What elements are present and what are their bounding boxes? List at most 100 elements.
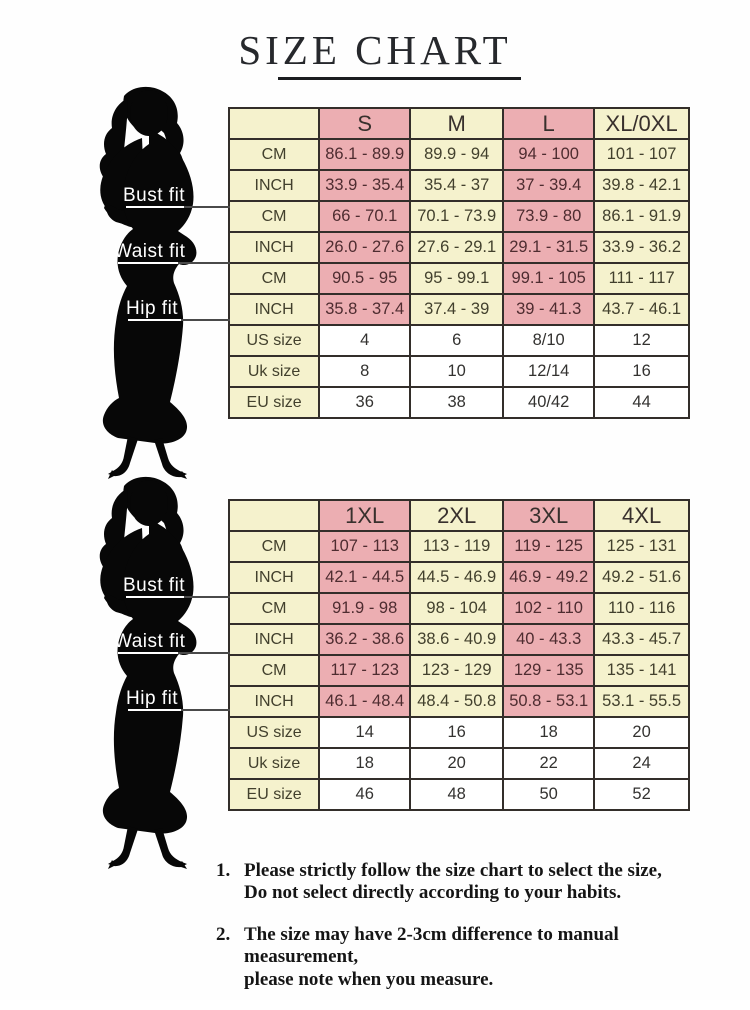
size-value-cell: 46.9 - 49.2 (502, 561, 596, 594)
size-value-cell: 111 - 117 (593, 262, 690, 295)
table-row: CM 66 - 70.1 70.1 - 73.9 73.9 - 80 86.1 - 91… (227, 200, 690, 233)
fit-label: Waist fit (114, 631, 186, 652)
size-value-cell: 46.1 - 48.4 (318, 685, 412, 718)
row-label-cell: CM (227, 654, 321, 687)
size-value-cell: 43.7 - 46.1 (593, 293, 690, 326)
note-line: please note when you measure. (244, 968, 494, 990)
size-value-cell: 49.2 - 51.6 (593, 561, 690, 594)
fit-connector-line (181, 709, 230, 711)
size-value-cell: 66 - 70.1 (318, 200, 412, 233)
fit-connector-line (181, 319, 230, 321)
size-value-cell: 102 - 110 (502, 592, 596, 625)
size-value-cell: 18 (318, 747, 412, 780)
size-value-cell: 12/14 (502, 355, 596, 388)
size-value-cell: 46 (318, 778, 412, 811)
fit-label-underline (118, 652, 178, 654)
size-header-row: S M L XL/0XL (227, 107, 690, 140)
page-title: SIZE CHART (238, 27, 512, 73)
size-value-cell: 95 - 99.1 (409, 262, 505, 295)
fit-connector-line (178, 262, 230, 264)
size-value-cell: 125 - 131 (593, 530, 690, 563)
size-value-cell: 42.1 - 44.5 (318, 561, 412, 594)
size-value-cell: 16 (409, 716, 505, 749)
table-row: INCH 26.0 - 27.6 27.6 - 29.1 29.1 - 31.5 33.… (227, 231, 690, 264)
size-value-cell: 33.9 - 36.2 (593, 231, 690, 264)
size-table-standard: S M L XL/0XL CM 86.1 - 89.9 89.9 - 94 94 - 100 1… (227, 107, 690, 419)
table-row: US size 4 6 8/10 12 (227, 324, 690, 357)
size-value-cell: 94 - 100 (502, 138, 596, 171)
size-header-cell: 2XL (409, 499, 505, 532)
size-value-cell: 91.9 - 98 (318, 592, 412, 625)
size-value-cell: 52 (593, 778, 690, 811)
row-label-cell: INCH (227, 231, 321, 264)
size-value-cell: 8 (318, 355, 412, 388)
size-value-cell: 26.0 - 27.6 (318, 231, 412, 264)
size-value-cell: 117 - 123 (318, 654, 412, 687)
size-value-cell: 37.4 - 39 (409, 293, 505, 326)
size-value-cell: 10 (409, 355, 505, 388)
table-row: US size 14 16 18 20 (227, 716, 690, 749)
size-value-cell: 89.9 - 94 (409, 138, 505, 171)
note-text: The size may have 2-3cm difference to ma… (244, 924, 736, 991)
table-row: CM 90.5 - 95 95 - 99.1 99.1 - 105 111 - 117 (227, 262, 690, 295)
fit-label: Bust fit (123, 575, 186, 596)
note-number: 1. (216, 860, 231, 881)
size-value-cell: 99.1 - 105 (502, 262, 596, 295)
size-value-cell: 48 (409, 778, 505, 811)
size-value-cell: 48.4 - 50.8 (409, 685, 505, 718)
row-label-cell: CM (227, 200, 321, 233)
table-row: EU size 46 48 50 52 (227, 778, 690, 811)
size-value-cell: 18 (502, 716, 596, 749)
fit-label-underline (126, 206, 184, 208)
size-value-cell: 44 (593, 386, 690, 419)
size-table-plus: 1XL 2XL 3XL 4XL CM 107 - 113 113 - 119 119 - 12… (227, 499, 690, 811)
size-value-cell: 38 (409, 386, 505, 419)
row-label-cell: INCH (227, 623, 321, 656)
fit-label-underline (118, 262, 178, 264)
row-label-cell: INCH (227, 293, 321, 326)
size-value-cell: 50 (502, 778, 596, 811)
size-header-cell: 4XL (593, 499, 690, 532)
size-value-cell: 135 - 141 (593, 654, 690, 687)
size-value-cell: 37 - 39.4 (502, 169, 596, 202)
size-value-cell: 40/42 (502, 386, 596, 419)
size-header-cell: XL/0XL (593, 107, 690, 140)
fit-label: Hip fit (126, 298, 179, 319)
note-number: 2. (216, 923, 231, 945)
fit-label-underline (126, 596, 184, 598)
size-value-cell: 86.1 - 89.9 (318, 138, 412, 171)
note-item: 1. Please strictly follow the size chart … (216, 860, 736, 905)
size-value-cell: 50.8 - 53.1 (502, 685, 596, 718)
size-value-cell: 39 - 41.3 (502, 293, 596, 326)
size-value-cell: 12 (593, 324, 690, 357)
fit-label-underline (128, 319, 181, 321)
size-value-cell: 14 (318, 716, 412, 749)
size-header-cell: 1XL (318, 499, 412, 532)
size-value-cell: 8/10 (502, 324, 596, 357)
size-value-cell: 22 (502, 747, 596, 780)
row-label-cell: CM (227, 592, 321, 625)
note-item: 2. The size may have 2-3cm difference to … (216, 924, 736, 991)
size-value-cell: 73.9 - 80 (502, 200, 596, 233)
size-value-cell: 98 - 104 (409, 592, 505, 625)
size-value-cell: 43.3 - 45.7 (593, 623, 690, 656)
row-label-cell: CM (227, 530, 321, 563)
notes: 1. Please strictly follow the size chart … (216, 860, 736, 1010)
note-line: Do not select directly according to your… (244, 882, 622, 904)
table-row: INCH 36.2 - 38.6 38.6 - 40.9 40 - 43.3 43.3 … (227, 623, 690, 656)
table-row: Uk size 8 10 12/14 16 (227, 355, 690, 388)
fit-connector-line (178, 652, 230, 654)
size-value-cell: 107 - 113 (318, 530, 412, 563)
table-row: CM 107 - 113 113 - 119 119 - 125 125 - 131 (227, 530, 690, 563)
row-label-cell: US size (227, 324, 321, 357)
size-value-cell: 39.8 - 42.1 (593, 169, 690, 202)
woman-silhouette-1 (58, 86, 223, 481)
size-value-cell: 44.5 - 46.9 (409, 561, 505, 594)
corner-cell (227, 499, 321, 532)
size-value-cell: 70.1 - 73.9 (409, 200, 505, 233)
size-value-cell: 33.9 - 35.4 (318, 169, 412, 202)
fit-label-underline (128, 709, 181, 711)
size-value-cell: 40 - 43.3 (502, 623, 596, 656)
row-label-cell: EU size (227, 778, 321, 811)
